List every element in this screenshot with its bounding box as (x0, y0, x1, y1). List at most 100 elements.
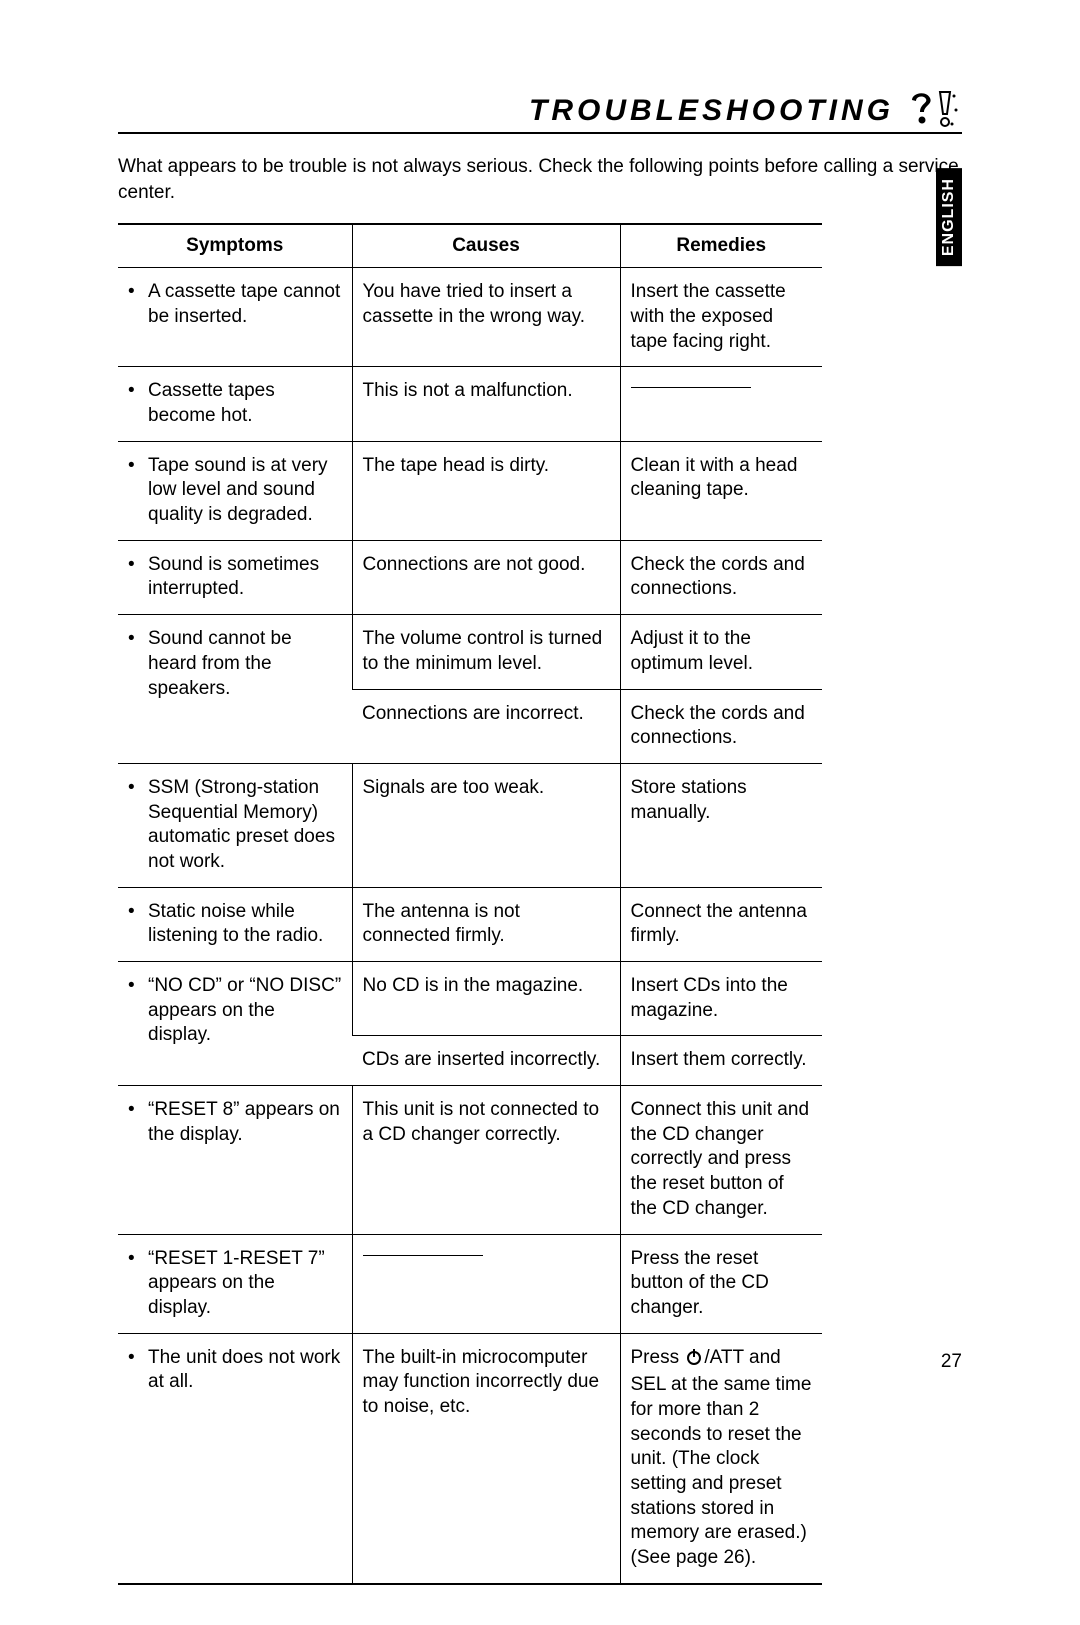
power-icon (685, 1348, 703, 1374)
symptom-cell: •Sound is sometimes interrupted. (118, 540, 352, 614)
cause-text: The antenna is not connected firmly. (363, 901, 520, 947)
cause-cell: No CD is in the magazine. (352, 962, 620, 1036)
remedy-text: Adjust it to the optimum level. (631, 628, 754, 674)
remedy-cell: Press the reset button of the CD changer… (620, 1234, 822, 1333)
bullet-icon: • (128, 1098, 148, 1147)
remedy-text: Check the cords and connections. (631, 703, 805, 749)
cause-text: Connections are not good. (363, 554, 586, 575)
cause-text: This unit is not connected to a CD chang… (363, 1099, 600, 1145)
remedy-text: Insert them correctly. (631, 1049, 807, 1070)
symptom-text: “RESET 1-RESET 7” appears on the display… (148, 1247, 342, 1321)
symptom-cell: •The unit does not work at all. (118, 1333, 352, 1584)
cause-cell: The built-in microcomputer may function … (352, 1333, 620, 1584)
remedy-cell: Connect this unit and the CD changer cor… (620, 1086, 822, 1234)
bullet-icon: • (128, 454, 148, 528)
table-row: •“RESET 8” appears on the display. This u… (118, 1086, 822, 1234)
table-row: •Sound is sometimes interrupted. Connecti… (118, 540, 822, 614)
symptom-cell: •Sound cannot be heard from the speakers… (118, 615, 352, 764)
bullet-icon: • (128, 280, 148, 329)
cause-text: Connections are incorrect. (362, 703, 584, 724)
cause-cell (352, 1234, 620, 1333)
remedy-text: Store stations manually. (631, 777, 747, 823)
remedy-text: Connect the antenna firmly. (631, 901, 807, 947)
symptom-text: Static noise while listening to the radi… (148, 900, 342, 949)
bullet-icon: • (128, 776, 148, 875)
remedy-cell: Press /ATT and SEL at the same time for … (620, 1333, 822, 1584)
remedy-cell: Insert the cassette with the exposed tap… (620, 268, 822, 367)
bullet-icon: • (128, 379, 148, 428)
cause-cell: Signals are too weak. (352, 763, 620, 887)
table-row: •A cassette tape cannot be inserted. You … (118, 268, 822, 367)
cause-cell: You have tried to insert a cassette in t… (352, 268, 620, 367)
table-header-row: Symptoms Causes Remedies (118, 224, 822, 268)
cause-cell: This unit is not connected to a CD chang… (352, 1086, 620, 1234)
cause-cell: CDs are inserted incorrectly. (352, 1036, 620, 1086)
remedy-text: Press /ATT and SEL at the same time for … (631, 1347, 812, 1569)
remedy-text: Check the cords and connections. (631, 554, 805, 600)
symptom-text: Cassette tapes become hot. (148, 379, 342, 428)
table-row: •Tape sound is at very low level and sou… (118, 441, 822, 540)
page-number: 27 (941, 1351, 962, 1373)
symptom-cell: •Tape sound is at very low level and sou… (118, 441, 352, 540)
page-title: TROUBLESHOOTING (529, 94, 894, 128)
symptom-text: “RESET 8” appears on the display. (148, 1098, 342, 1147)
intro-text: What appears to be trouble is not always… (118, 154, 962, 205)
cause-text: CDs are inserted incorrectly. (362, 1049, 600, 1070)
remedy-text: Connect this unit and the CD changer cor… (631, 1099, 810, 1219)
cause-text: The tape head is dirty. (363, 455, 550, 476)
remedy-cell: Check the cords and connections. (620, 689, 822, 763)
cause-cell: This is not a malfunction. (352, 367, 620, 441)
table-row: •SSM (Strong-station Sequential Memory) … (118, 763, 822, 887)
remedy-cell: Store stations manually. (620, 763, 822, 887)
cause-text: This is not a malfunction. (363, 380, 573, 401)
cause-cell: Connections are incorrect. (352, 689, 620, 763)
cause-text: No CD is in the magazine. (363, 975, 584, 996)
table-row: •“RESET 1-RESET 7” appears on the displa… (118, 1234, 822, 1333)
symptom-text: SSM (Strong-station Sequential Memory) a… (148, 776, 342, 875)
symptom-cell: •“NO CD” or “NO DISC” appears on the dis… (118, 962, 352, 1086)
table-row: •Cassette tapes become hot. This is not a… (118, 367, 822, 441)
cause-cell: The tape head is dirty. (352, 441, 620, 540)
col-header-remedies: Remedies (620, 224, 822, 268)
cause-text: You have tried to insert a cassette in t… (363, 281, 585, 327)
bullet-icon: • (128, 627, 148, 701)
remedy-cell (620, 367, 822, 441)
troubleshooting-icon (906, 90, 962, 128)
table-row: •Static noise while listening to the rad… (118, 887, 822, 961)
symptom-text: Sound is sometimes interrupted. (148, 553, 342, 602)
col-header-symptoms: Symptoms (118, 224, 352, 268)
remedy-cell: Insert them correctly. (620, 1036, 822, 1086)
remedy-text: Insert the cassette with the exposed tap… (631, 281, 786, 351)
cause-cell: The antenna is not connected firmly. (352, 887, 620, 961)
dash-line (363, 1255, 483, 1256)
bullet-icon: • (128, 1346, 148, 1395)
language-tab: ENGLISH (936, 168, 962, 266)
table-row: •Sound cannot be heard from the speakers… (118, 615, 822, 689)
remedy-text: Insert CDs into the magazine. (631, 975, 788, 1021)
remedy-cell: Adjust it to the optimum level. (620, 615, 822, 689)
cause-cell: Connections are not good. (352, 540, 620, 614)
cause-cell: The volume control is turned to the mini… (352, 615, 620, 689)
cause-text: The built-in microcomputer may function … (363, 1347, 600, 1417)
bullet-icon: • (128, 900, 148, 949)
symptom-cell: •“RESET 1-RESET 7” appears on the displa… (118, 1234, 352, 1333)
section-header: TROUBLESHOOTING (118, 90, 962, 134)
bullet-icon: • (128, 1247, 148, 1321)
troubleshooting-table: Symptoms Causes Remedies •A cassette tap… (118, 223, 822, 1585)
page: TROUBLESHOOTING What appears to be troub… (0, 0, 1080, 1625)
remedy-cell: Clean it with a head cleaning tape. (620, 441, 822, 540)
symptom-text: Tape sound is at very low level and soun… (148, 454, 342, 528)
symptom-text: Sound cannot be heard from the speakers. (148, 627, 342, 701)
remedy-text: Press the reset button of the CD changer… (631, 1248, 769, 1318)
remedy-cell: Insert CDs into the magazine. (620, 962, 822, 1036)
table-row: •“NO CD” or “NO DISC” appears on the dis… (118, 962, 822, 1036)
symptom-cell: •Static noise while listening to the rad… (118, 887, 352, 961)
symptom-cell: •SSM (Strong-station Sequential Memory) … (118, 763, 352, 887)
remedy-text: Clean it with a head cleaning tape. (631, 455, 798, 501)
cause-text: Signals are too weak. (363, 777, 545, 798)
bullet-icon: • (128, 553, 148, 602)
symptom-cell: •Cassette tapes become hot. (118, 367, 352, 441)
table-row: •The unit does not work at all.The built… (118, 1333, 822, 1584)
symptom-text: A cassette tape cannot be inserted. (148, 280, 342, 329)
dash-line (631, 387, 751, 388)
